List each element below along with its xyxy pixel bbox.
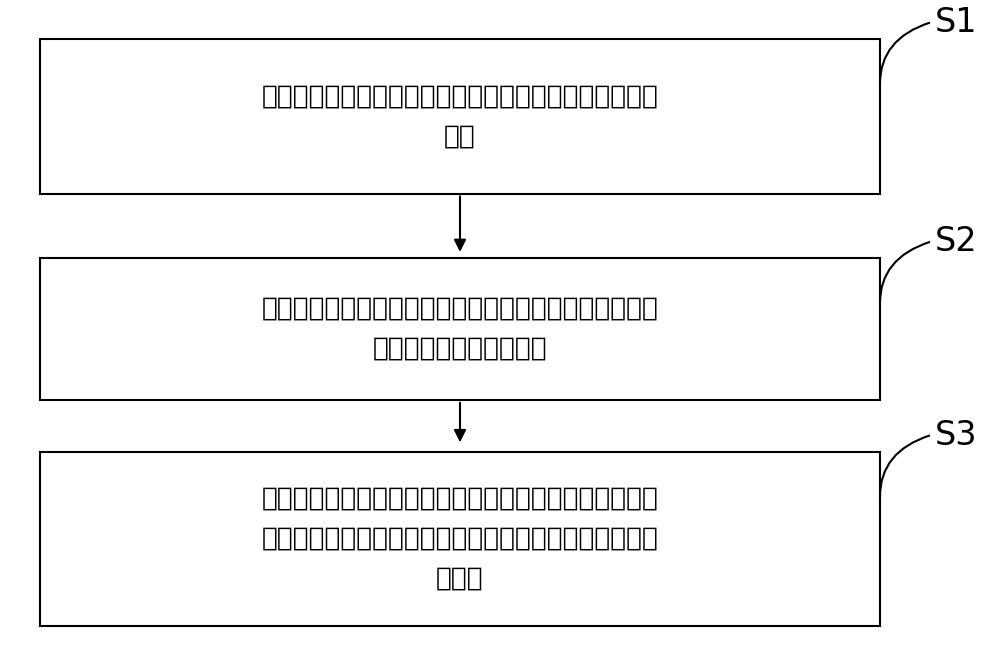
Bar — [40, 451, 880, 626]
Text: 通过图像处理模块中的缺陷检测模型处理，并输出检测结
果给机械臂运动控制模块: 通过图像处理模块中的缺陷检测模型处理，并输出检测结 果给机械臂运动控制模块 — [262, 296, 658, 362]
Text: S1: S1 — [935, 6, 978, 39]
Text: 采集铝型材表面缺陷原始图像，并将图片输送给图像处理
模块: 采集铝型材表面缺陷原始图像，并将图片输送给图像处理 模块 — [262, 83, 658, 149]
Bar — [40, 39, 880, 193]
Text: 机械臂运动控制模块根据所述检测结果信息选择路径，抓
取板材后送到分类区，机械臂恢复到初始状态，等待下一
次动作: 机械臂运动控制模块根据所述检测结果信息选择路径，抓 取板材后送到分类区，机械臂恢… — [262, 486, 658, 591]
Bar — [40, 258, 880, 400]
Text: S3: S3 — [935, 419, 978, 452]
Text: S2: S2 — [935, 225, 978, 259]
